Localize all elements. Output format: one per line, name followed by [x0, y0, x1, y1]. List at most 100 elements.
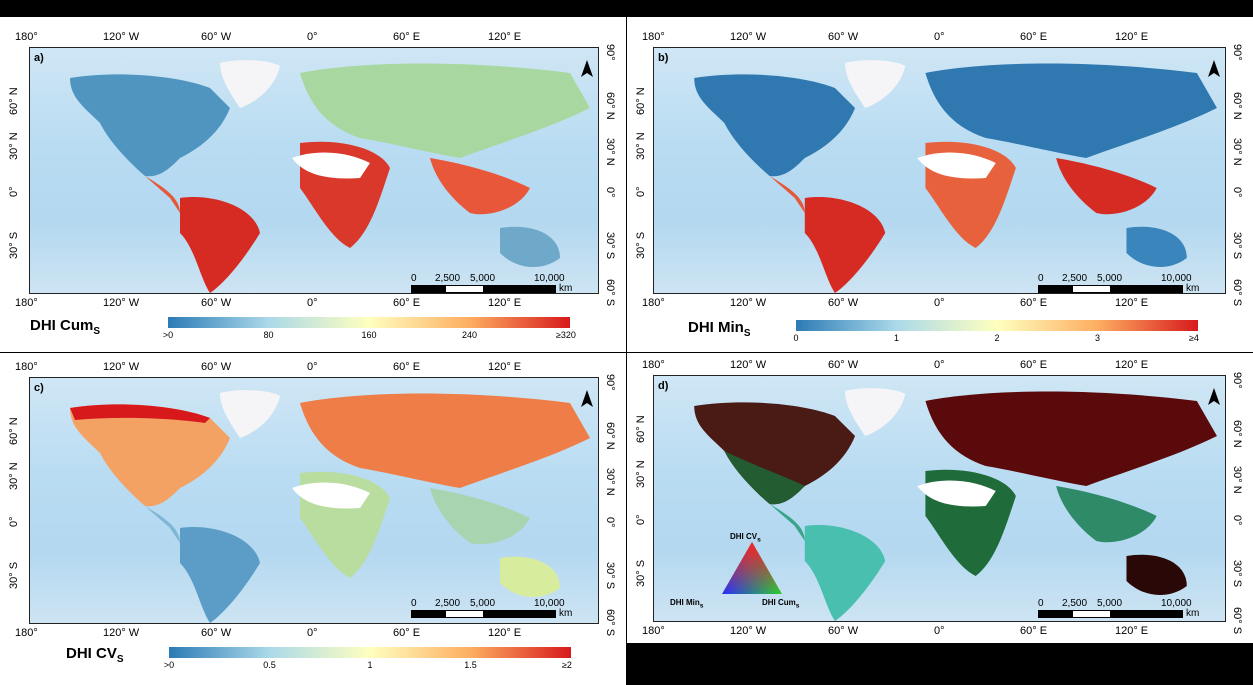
map-min: b) 0 2,500 5,000 10,000 km	[653, 47, 1226, 294]
lon-tick-bottom: 0°	[307, 297, 318, 309]
scale-label: 2,500	[1062, 273, 1088, 284]
lon-tick-bottom: 120° E	[488, 627, 522, 639]
scale-label: 10,000	[1161, 273, 1192, 284]
map-cum: a) 0 2,500 5,000 10,000 km	[29, 47, 599, 294]
lon-tick-bottom: 120° W	[730, 625, 767, 637]
scale-bar: 0 2,500 5,000 10,000	[411, 598, 565, 618]
lon-tick-top: 120° W	[730, 359, 767, 371]
lat-tick-left: 30° N	[8, 132, 20, 160]
scale-bar: 0 2,500 5,000 10,000	[411, 273, 565, 293]
land-layer	[694, 60, 1217, 293]
land-layer	[694, 388, 1217, 621]
map-cv: c) 0 2,500 5,000 10,000 km	[29, 377, 599, 624]
colorbar-tick: 3	[1094, 333, 1101, 343]
scale-unit: km	[559, 283, 573, 294]
lat-tick-right: 60° S	[604, 279, 616, 307]
lat-tick-right: 60° N	[1231, 92, 1243, 120]
panel-letter: d)	[658, 380, 669, 392]
lat-tick-left: 0°	[635, 186, 647, 197]
colorbar-tick: 1	[893, 333, 900, 343]
lon-tick-bottom: 120° W	[103, 297, 140, 309]
lat-tick-right: 0°	[604, 187, 616, 198]
scale-unit: km	[1186, 283, 1200, 294]
colorbar-tick: 1	[367, 660, 373, 670]
colorbar: 0 1 2 3 ≥4	[793, 320, 1199, 343]
lat-tick-right: 0°	[1231, 515, 1243, 526]
lat-tick-right: 30° S	[1231, 560, 1243, 588]
scale-label: 0	[1038, 273, 1044, 284]
land-layer	[70, 390, 590, 623]
lon-tick-top: 0°	[934, 31, 945, 43]
lon-tick-top: 60° W	[201, 31, 232, 43]
panel-d: 180° 120° W 60° W 0° 60° E 120° E d)	[627, 353, 1253, 643]
colorbar-title-text: DHI Min	[688, 319, 744, 336]
lon-tick-top: 60° E	[1020, 31, 1048, 43]
colorbar-tick: 0	[793, 333, 799, 343]
panel-b: 180° 120° W 60° W 0° 60° E 120° E b) 0 2…	[627, 17, 1253, 352]
lon-tick-bottom: 120° E	[488, 297, 522, 309]
colorbar: >0 80 160 240 ≥320	[163, 317, 576, 340]
lat-tick-right: 30° N	[604, 468, 616, 496]
lat-tick-right: 90°	[1231, 44, 1243, 61]
panel-letter: c)	[34, 382, 44, 394]
scale-label: 2,500	[435, 273, 461, 284]
lon-tick-bottom: 180°	[15, 627, 38, 639]
scale-label: 10,000	[534, 273, 565, 284]
scale-bar: 0 2,500 5,000 10,000	[1038, 598, 1192, 618]
lon-tick-top: 180°	[642, 31, 665, 43]
scale-unit: km	[559, 608, 573, 619]
lon-tick-bottom: 60° W	[828, 625, 859, 637]
lon-tick-top: 180°	[642, 359, 665, 371]
lon-tick-top: 0°	[307, 31, 318, 43]
colorbar-title-sub: S	[93, 326, 101, 337]
lon-tick-top: 60° W	[828, 359, 859, 371]
lon-tick-bottom: 0°	[934, 625, 945, 637]
colorbar-tick: 240	[461, 330, 478, 340]
colorbar-tick: 160	[361, 330, 377, 340]
lat-tick-left: 60° N	[8, 417, 20, 445]
north-arrow-icon	[581, 60, 593, 77]
lon-tick-bottom: 120° W	[103, 627, 140, 639]
lat-tick-right: 60° S	[604, 609, 616, 637]
triangle-label-top: DHI CVs	[730, 532, 761, 544]
lon-tick-top: 120° E	[1115, 31, 1149, 43]
lat-tick-left: 30° S	[8, 561, 20, 589]
lat-tick-left: 0°	[635, 514, 647, 525]
lat-tick-right: 30° S	[604, 232, 616, 260]
lat-tick-right: 0°	[604, 517, 616, 528]
colorbar-title-sub: S	[743, 328, 751, 339]
colorbar-tick: ≥4	[1188, 333, 1199, 343]
colorbar-title: DHI CVS	[66, 645, 124, 665]
lon-tick-bottom: 60° W	[828, 297, 859, 309]
lat-tick-left: 60° N	[635, 87, 647, 115]
rgb-triangle	[722, 542, 782, 594]
scale-label: 10,000	[534, 598, 565, 609]
lat-tick-right: 30° N	[1231, 466, 1243, 494]
scale-bar: 0 2,500 5,000 10,000	[1038, 273, 1192, 293]
north-arrow-icon	[581, 390, 593, 407]
lat-tick-left: 30° N	[635, 460, 647, 488]
lat-tick-right: 30° N	[604, 138, 616, 166]
lon-tick-top: 180°	[15, 31, 38, 43]
triangle-label-right: DHI Cums	[762, 598, 800, 610]
scale-label: 0	[1038, 598, 1044, 609]
lon-tick-bottom: 180°	[642, 625, 665, 637]
lon-tick-bottom: 60° W	[201, 627, 232, 639]
lon-tick-bottom: 60° E	[393, 627, 421, 639]
lon-tick-bottom: 0°	[934, 297, 945, 309]
panel-letter: a)	[34, 52, 44, 64]
lat-tick-left: 60° N	[635, 415, 647, 443]
north-arrow-icon	[1208, 388, 1220, 405]
lat-tick-left: 30° S	[635, 559, 647, 587]
lon-tick-top: 60° E	[1020, 359, 1048, 371]
lon-tick-top: 0°	[934, 359, 945, 371]
scale-label: 0	[411, 273, 417, 284]
lat-tick-left: 0°	[8, 516, 20, 527]
lon-tick-bottom: 60° W	[201, 297, 232, 309]
scale-label: 5,000	[1097, 598, 1123, 609]
lon-tick-bottom: 120° E	[1115, 625, 1149, 637]
lat-tick-right: 60° S	[1231, 607, 1243, 635]
colorbar-title: DHI MinS	[688, 319, 751, 339]
panel-letter: b)	[658, 52, 669, 64]
colorbar-tick: 0.5	[263, 660, 276, 670]
